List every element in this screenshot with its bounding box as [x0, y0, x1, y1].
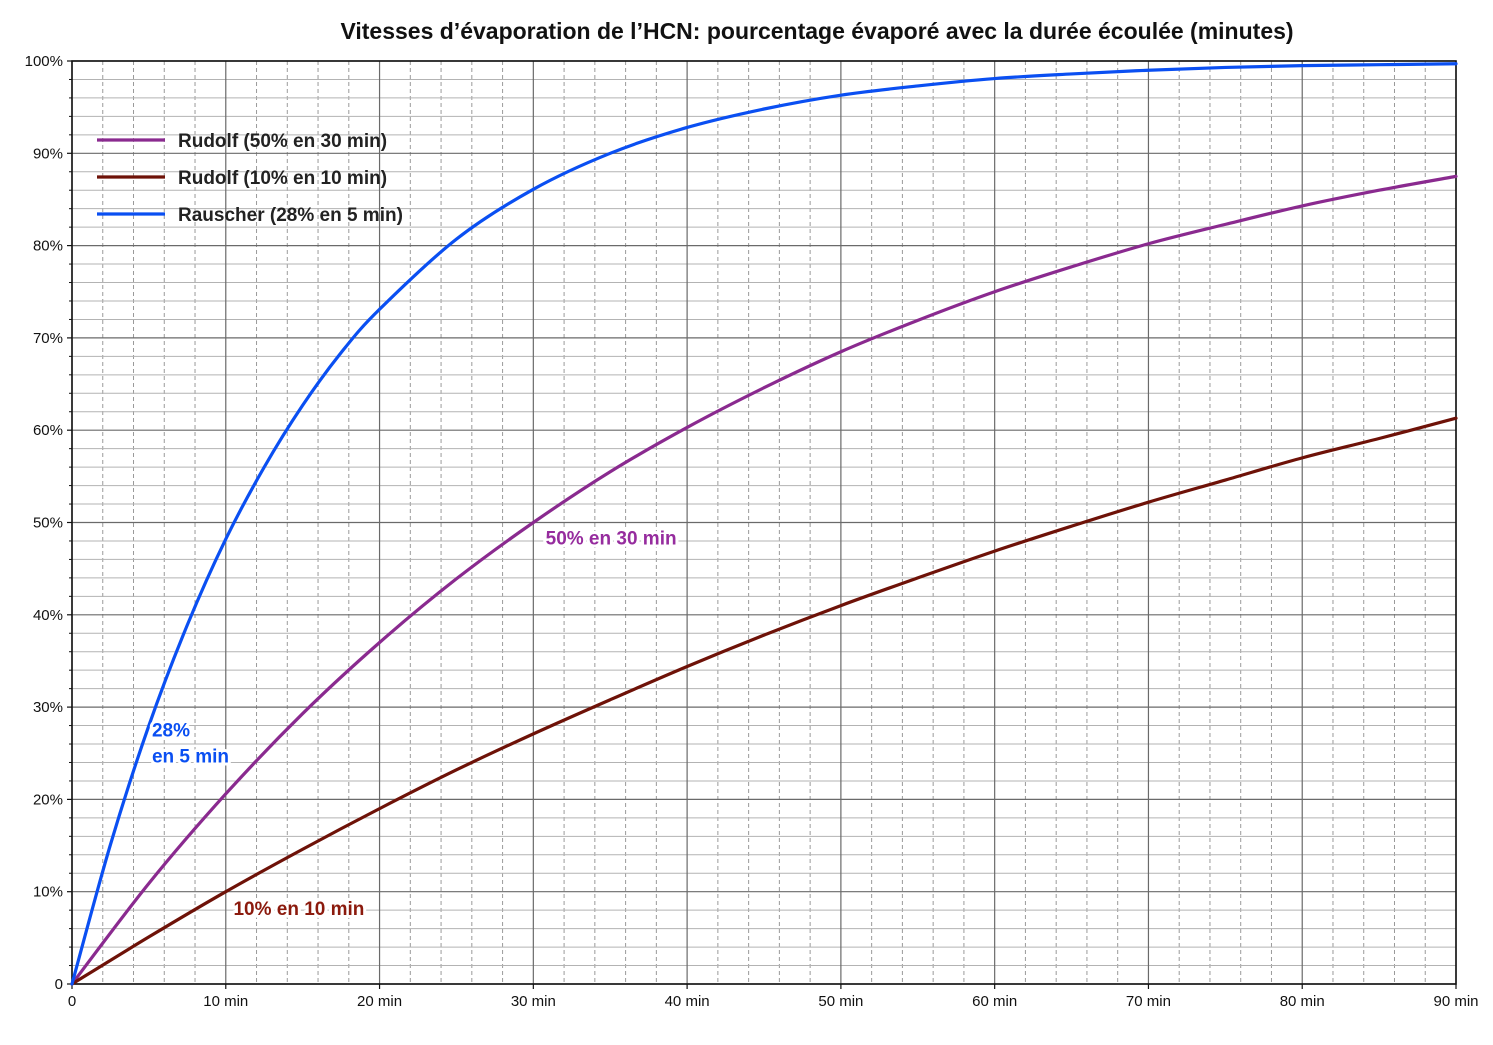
- y-tick-label: 70%: [33, 330, 63, 347]
- x-tick-label: 70 min: [1126, 993, 1171, 1010]
- y-tick-label: 40%: [33, 607, 63, 624]
- x-tick-label: 50 min: [818, 993, 863, 1010]
- y-tick-label: 20%: [33, 791, 63, 808]
- x-tick-label: 90 min: [1433, 993, 1478, 1010]
- y-tick-label: 50%: [33, 515, 63, 532]
- y-tick-label: 0: [55, 976, 63, 993]
- x-tick-label: 60 min: [972, 993, 1017, 1010]
- x-tick-label: 0: [68, 993, 76, 1010]
- legend-label: Rauscher (28% en 5 min): [178, 205, 403, 226]
- series-line-rudolf-10-en-10-min: [70, 416, 1458, 986]
- legend-item: Rudolf (10% en 10 min): [97, 168, 387, 189]
- y-tick-label: 30%: [33, 699, 63, 716]
- annotation-text: 28%: [152, 721, 190, 742]
- x-tick-label: 30 min: [511, 993, 556, 1010]
- series-layer: [70, 62, 1458, 986]
- y-tick-label: 80%: [33, 238, 63, 255]
- y-tick-label: 60%: [33, 422, 63, 439]
- y-tick-label: 100%: [25, 53, 63, 70]
- series-line-rudolf-50-en-30-min: [70, 174, 1458, 986]
- annotation-halo: 28%: [152, 721, 190, 742]
- annotation-text: 50% en 30 min: [546, 529, 677, 550]
- annotation-halo: 50% en 30 min: [546, 529, 677, 550]
- annotation-halo: en 5 min: [152, 747, 229, 768]
- annotation-halo: 10% en 10 min: [233, 899, 364, 920]
- x-tick-label: 20 min: [357, 993, 402, 1010]
- x-tick-label: 10 min: [203, 993, 248, 1010]
- legend-label: Rudolf (10% en 10 min): [178, 168, 387, 189]
- axis-layer: 0 10% 20% 30% 40% 50% 60% 70% 80% 90% 100% 0 10 min 2…: [25, 53, 1479, 1010]
- legend-item: Rudolf (50% en 30 min): [97, 131, 387, 152]
- x-tick-label: 80 min: [1280, 993, 1325, 1010]
- legend: Rudolf (50% en 30 min) Rudolf (10% en 10 …: [97, 131, 403, 226]
- annotation-text: en 5 min: [152, 747, 229, 768]
- chart-title: Vitesses d’évaporation de l’HCN: pourcen…: [340, 18, 1293, 44]
- x-tick-label: 40 min: [665, 993, 710, 1010]
- grid-layer: [71, 60, 1457, 985]
- annotation-text: 10% en 10 min: [233, 899, 364, 920]
- legend-label: Rudolf (50% en 30 min): [178, 131, 387, 152]
- y-tick-label: 10%: [33, 884, 63, 901]
- legend-item: Rauscher (28% en 5 min): [97, 205, 403, 226]
- y-tick-label: 90%: [33, 145, 63, 162]
- series-line-rauscher-28-en-5-min: [70, 62, 1458, 986]
